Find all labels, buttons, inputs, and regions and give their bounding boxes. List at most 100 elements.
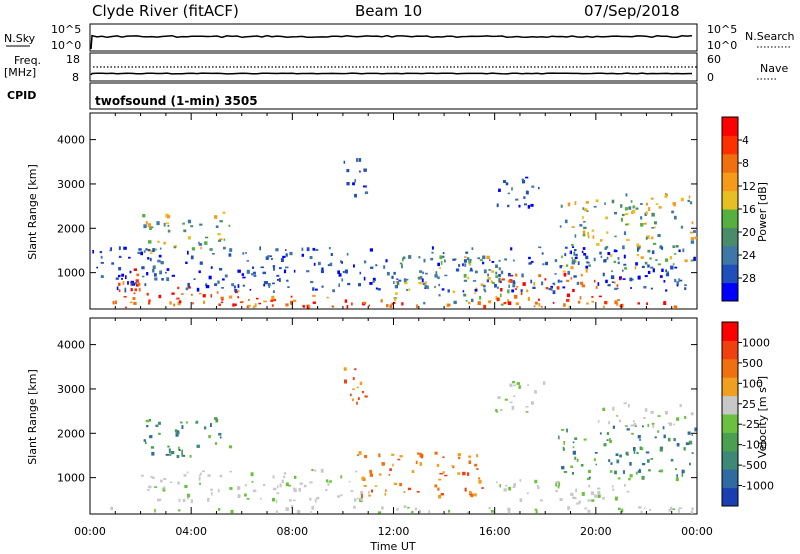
scatter-cell [578, 500, 581, 503]
scatter-cell [640, 256, 644, 259]
scatter-cell [260, 497, 262, 500]
scatter-cell [561, 429, 565, 431]
scatter-cell [650, 266, 654, 269]
scatter-cell [178, 498, 181, 502]
scatter-cell [673, 203, 676, 207]
scatter-cell [325, 479, 329, 483]
scatter-cell [653, 221, 657, 225]
scatter-cell [258, 302, 261, 305]
scatter-cell [306, 270, 310, 273]
scatter-cell [388, 473, 391, 476]
scatter-cell [508, 284, 510, 288]
scatter-cell [415, 460, 418, 465]
scatter-cell [684, 287, 687, 290]
scatter-cell [262, 271, 266, 275]
scatter-cell [199, 261, 203, 265]
scatter-cell [215, 225, 219, 228]
scatter-cell [379, 473, 382, 476]
scatter-cell [462, 290, 465, 293]
scatter-cell [659, 275, 663, 278]
scatter-cell [415, 507, 417, 511]
scatter-cell [583, 208, 588, 212]
scatter-cell [303, 484, 307, 488]
scatter-cell [512, 280, 516, 284]
scatter-cell [515, 273, 518, 277]
scatter-cell [554, 259, 558, 263]
scatter-cell [146, 248, 149, 251]
scatter-cell [181, 453, 184, 457]
scatter-cell [281, 479, 284, 483]
scatter-cell [617, 261, 620, 265]
scatter-cell [593, 257, 596, 262]
scatter-cell [648, 469, 651, 472]
scatter-cell [223, 246, 226, 250]
scatter-cell [199, 223, 203, 226]
scatter-cell [401, 302, 404, 306]
scatter-cell [668, 437, 671, 442]
power-scatter [92, 158, 697, 309]
x-tick-label: 16:00 [479, 525, 511, 538]
scatter-cell [649, 257, 652, 260]
scatter-cell [150, 250, 153, 255]
scatter-cell [629, 462, 632, 466]
scatter-cell [391, 453, 395, 456]
scatter-cell [173, 303, 176, 307]
scatter-cell [580, 273, 583, 277]
scatter-cell [619, 454, 622, 458]
scatter-cell [369, 473, 374, 477]
scatter-cell [595, 286, 598, 289]
scatter-cell [658, 470, 661, 473]
scatter-cell [216, 291, 219, 294]
scatter-cell [641, 475, 645, 480]
scatter-cell [671, 210, 675, 214]
colorbar-segment [722, 358, 738, 378]
time-x-axis: 00:00 04:00 08:00 12:00 16:00 20:00 00:00 [74, 525, 713, 538]
scatter-cell [507, 299, 509, 304]
scatter-cell [239, 301, 242, 303]
scatter-cell [218, 239, 222, 242]
scatter-cell [363, 185, 366, 188]
scatter-cell [363, 260, 367, 264]
scatter-cell [381, 506, 384, 510]
scatter-cell [542, 263, 545, 266]
scatter-cell [163, 478, 167, 480]
scatter-cell [566, 293, 570, 298]
scatter-cell [526, 492, 529, 495]
scatter-cell [538, 298, 540, 301]
scatter-cell [267, 255, 270, 258]
colorbar-segment [722, 414, 738, 433]
scatter-cell [512, 284, 516, 288]
scatter-cell [628, 404, 630, 408]
scatter-cell [470, 258, 472, 261]
scatter-cell [616, 415, 619, 417]
scatter-cell [312, 287, 315, 291]
scatter-cell [263, 283, 266, 287]
colorbar-segment [722, 245, 738, 265]
scatter-cell [285, 482, 289, 487]
scatter-cell [198, 292, 202, 295]
scatter-cell [647, 264, 650, 268]
scatter-cell [148, 299, 151, 303]
colorbar-segment [722, 469, 738, 489]
scatter-cell [211, 491, 213, 496]
scatter-cell [183, 474, 187, 477]
scatter-cell [237, 290, 240, 292]
scatter-cell [136, 273, 140, 277]
scatter-cell [478, 479, 482, 484]
scatter-cell [582, 247, 586, 250]
scatter-cell [464, 256, 467, 258]
scatter-cell [503, 180, 506, 183]
scatter-cell [150, 475, 153, 478]
scatter-cell [669, 255, 673, 260]
scatter-cell [442, 471, 445, 474]
scatter-cell [443, 259, 446, 263]
scatter-cell [192, 302, 194, 305]
scatter-cell [558, 435, 560, 440]
scatter-cell [110, 247, 112, 252]
scatter-cell [437, 276, 440, 280]
scatter-cell [565, 264, 569, 267]
scatter-cell [518, 204, 521, 208]
scatter-cell [222, 278, 225, 281]
scatter-cell [462, 471, 466, 476]
scatter-cell [403, 278, 407, 282]
